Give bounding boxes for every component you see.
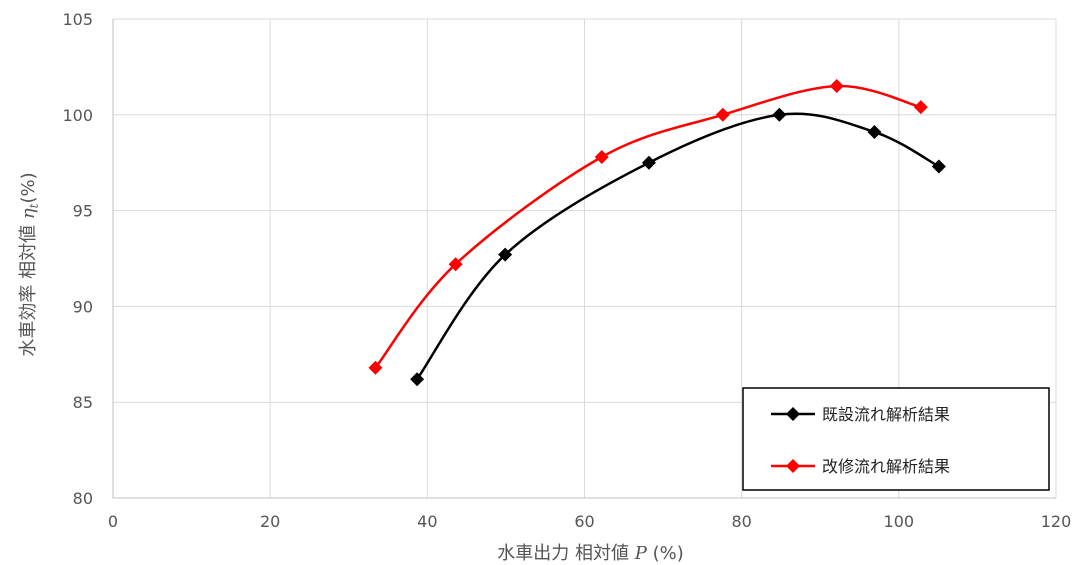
series-2 — [368, 79, 928, 375]
legend-marker — [786, 459, 800, 473]
x-tick-label: 100 — [884, 512, 915, 531]
data-point-marker — [641, 155, 656, 170]
data-point-marker — [498, 247, 513, 262]
legend-box — [742, 387, 1050, 491]
y-axis-ticks: 80 85 90 95 100 105 — [62, 10, 93, 508]
series-1 — [410, 107, 946, 387]
y-tick-label: 100 — [62, 106, 93, 125]
data-point-marker — [594, 149, 609, 164]
data-point-marker — [772, 107, 787, 122]
y-tick-label: 105 — [62, 10, 93, 29]
x-tick-label: 60 — [574, 512, 594, 531]
y-axis-title: 水車効率 相対値 ηt(%) — [18, 172, 41, 356]
y-axis-title-subscript: t — [27, 203, 41, 208]
data-point-marker — [867, 125, 882, 140]
legend-label: 既設流れ解析結果 — [822, 405, 950, 424]
data-point-marker — [715, 107, 730, 122]
data-point-marker — [448, 257, 463, 272]
gridlines — [113, 18, 1057, 498]
legend-item: 既設流れ解析結果 — [771, 405, 950, 424]
y-tick-label: 80 — [73, 489, 93, 508]
data-point-marker — [931, 159, 946, 174]
x-axis-title-suffix: (%) — [647, 543, 684, 564]
y-axis-title-suffix: (%) — [18, 172, 39, 203]
y-tick-label: 90 — [73, 297, 93, 316]
x-tick-label: 80 — [731, 512, 751, 531]
x-axis-title-prefix: 水車出力 相対値 — [497, 543, 634, 564]
x-axis-title: 水車出力 相対値 P (%) — [497, 543, 683, 564]
x-tick-label: 40 — [417, 512, 437, 531]
x-axis-title-symbol: P — [634, 543, 648, 564]
data-point-marker — [829, 79, 844, 94]
x-tick-label: 120 — [1041, 512, 1072, 531]
series-line — [416, 112, 940, 380]
plot-area — [112, 19, 1056, 499]
series-layer — [368, 79, 946, 387]
x-axis-ticks: 0 20 40 60 80 100 120 — [108, 512, 1071, 531]
legend-marker — [786, 407, 800, 421]
legend-label: 改修流れ解析結果 — [822, 457, 950, 476]
y-tick-label: 95 — [73, 202, 93, 221]
data-point-marker — [368, 360, 383, 375]
series-line — [374, 84, 922, 369]
legend-item: 改修流れ解析結果 — [771, 457, 950, 476]
data-point-marker — [410, 372, 425, 387]
data-point-marker — [913, 100, 928, 115]
y-tick-label: 85 — [73, 393, 93, 412]
y-axis-title-prefix: 水車効率 相対値 — [18, 219, 39, 356]
y-axis-title-symbol: η — [18, 208, 39, 219]
x-tick-label: 20 — [260, 512, 280, 531]
x-tick-label: 0 — [108, 512, 118, 531]
